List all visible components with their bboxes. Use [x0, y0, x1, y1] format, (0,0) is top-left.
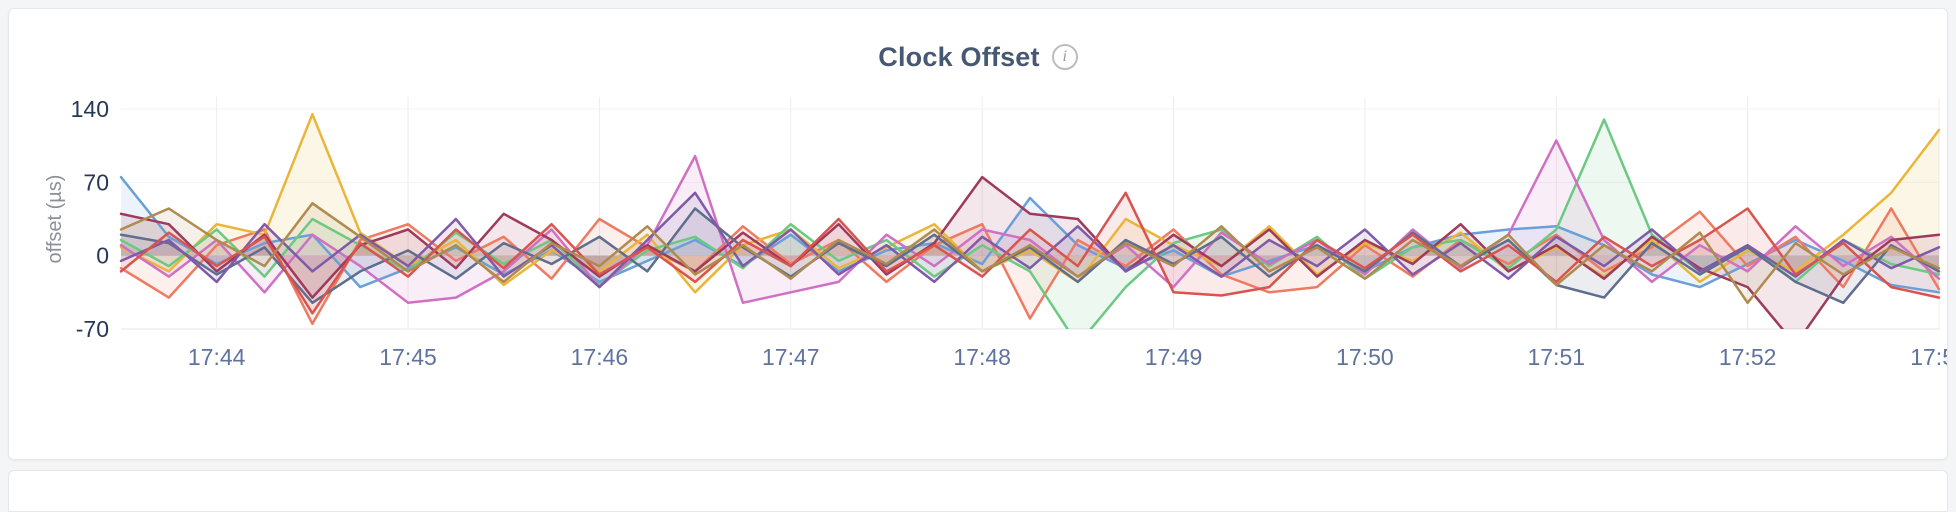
chart-header: Clock Offset i [9, 9, 1947, 75]
svg-text:17:49: 17:49 [1145, 344, 1203, 370]
svg-text:-70: -70 [76, 316, 109, 342]
svg-text:17:51: 17:51 [1527, 344, 1585, 370]
info-icon[interactable]: i [1051, 44, 1078, 70]
clock-offset-card: Clock Offset i 140 70 0 -70 17:44 17:45 17:46 1… [8, 8, 1948, 460]
svg-text:17:45: 17:45 [379, 344, 437, 370]
svg-text:17:46: 17:46 [571, 344, 629, 370]
chart-area: 140 70 0 -70 17:44 17:45 17:46 17:47 17:48 17:49 1… [9, 97, 1947, 397]
svg-text:17:53: 17:53 [1910, 344, 1947, 370]
next-card-peek [8, 470, 1948, 512]
svg-text:140: 140 [71, 97, 109, 122]
clock-offset-chart: 140 70 0 -70 17:44 17:45 17:46 17:47 17:48 17:49 1… [44, 97, 1947, 370]
svg-text:17:50: 17:50 [1336, 344, 1394, 370]
svg-text:offset (µs): offset (µs) [44, 175, 66, 264]
svg-text:17:47: 17:47 [762, 344, 820, 370]
svg-text:17:48: 17:48 [953, 344, 1011, 370]
svg-text:70: 70 [83, 169, 109, 195]
chart-title: Clock Offset [878, 41, 1040, 72]
svg-text:0: 0 [96, 243, 109, 269]
svg-text:17:44: 17:44 [188, 344, 246, 370]
svg-text:17:52: 17:52 [1719, 344, 1777, 370]
